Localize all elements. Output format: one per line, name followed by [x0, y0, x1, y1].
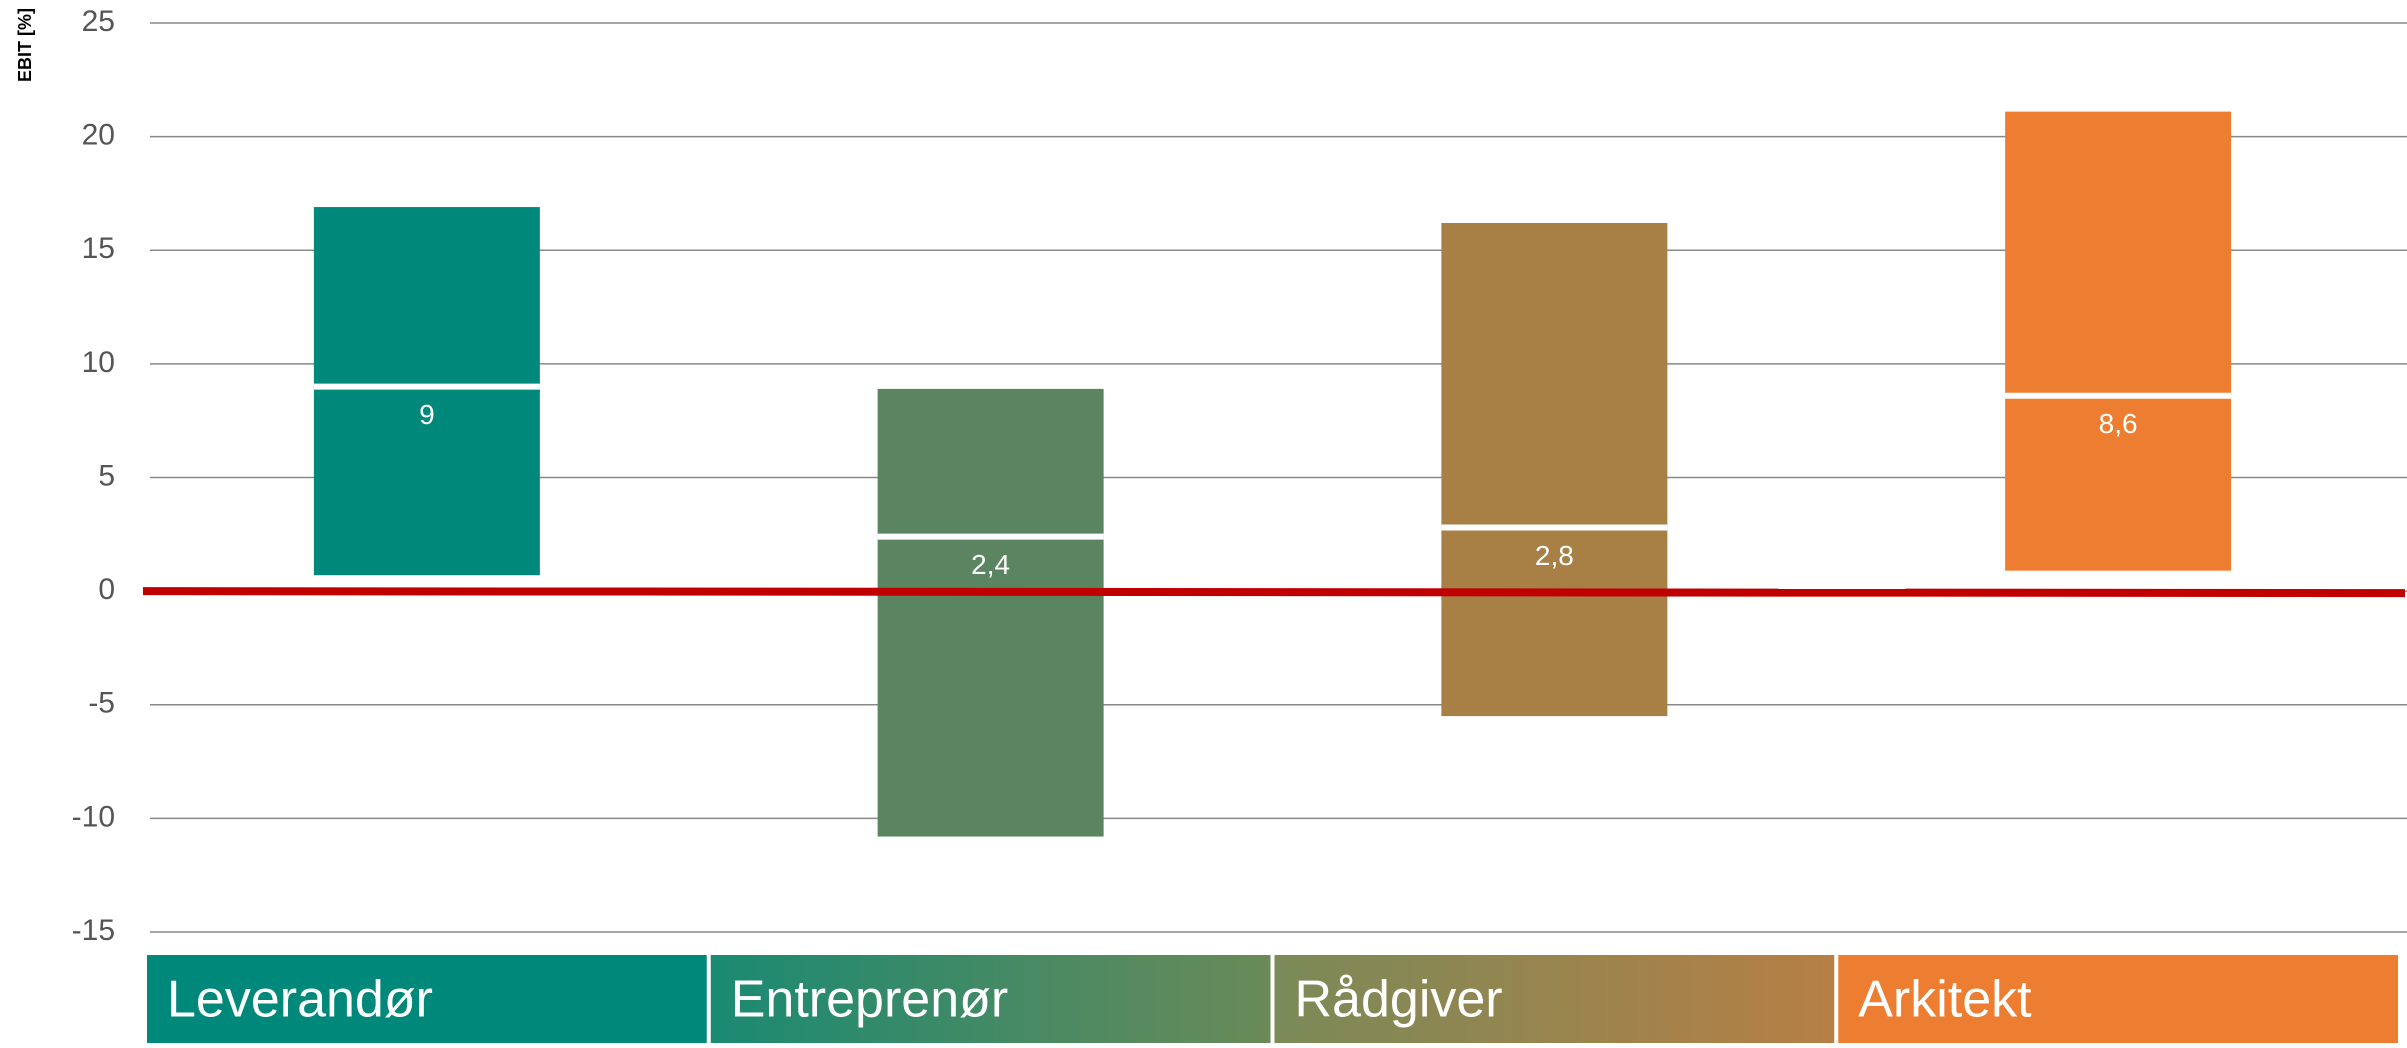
- y-tick-label: -10: [72, 800, 115, 833]
- bar: [878, 389, 1104, 837]
- bar: [1441, 223, 1667, 716]
- value-label: 2,4: [971, 549, 1010, 580]
- bar: [2005, 112, 2231, 571]
- y-tick-label: 25: [82, 5, 115, 38]
- x-tick-label: Leverandør: [167, 971, 433, 1029]
- y-tick-label: 0: [98, 573, 115, 606]
- y-tick-label: 20: [82, 119, 115, 152]
- x-tick-label: Entreprenør: [731, 971, 1008, 1029]
- value-label: 2,8: [1535, 540, 1574, 571]
- page: EBIT [%] -15 -10 -5 0 5 10 15 20 25 9 Leverandør 2,…: [0, 0, 2407, 1048]
- reference-line: [143, 591, 2405, 593]
- y-axis-label: EBIT [%]: [15, 8, 35, 82]
- y-tick-label: -5: [88, 687, 115, 720]
- y-tick-label: 15: [82, 232, 115, 265]
- bar: [314, 207, 540, 575]
- x-tick-label: Rådgiver: [1295, 971, 1503, 1029]
- y-tick-label: 5: [98, 459, 115, 492]
- chart: EBIT [%] -15 -10 -5 0 5 10 15 20 25 9 Leverandør 2,…: [0, 0, 2407, 1043]
- value-label: 8,6: [2099, 408, 2138, 439]
- y-tick-label: 10: [82, 346, 115, 379]
- value-label: 9: [419, 399, 435, 430]
- y-tick-label: -15: [72, 914, 115, 947]
- x-tick-label: Arkitekt: [1858, 971, 2032, 1029]
